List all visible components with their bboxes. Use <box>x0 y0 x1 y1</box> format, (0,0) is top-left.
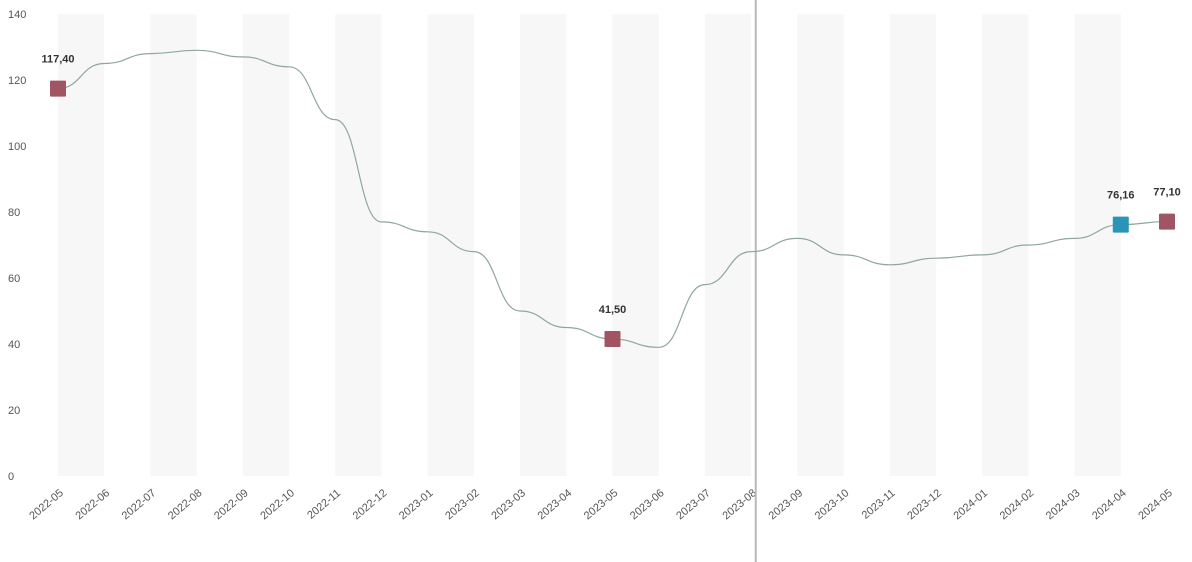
background-band <box>242 14 290 476</box>
x-tick-label: 2023-12 <box>905 487 944 522</box>
y-tick-label: 120 <box>8 75 26 87</box>
x-tick-label: 2024-04 <box>1090 487 1129 522</box>
y-tick-label: 0 <box>8 471 14 483</box>
x-tick-label: 2023-10 <box>813 487 852 522</box>
x-tick-label: 2022-11 <box>305 487 343 522</box>
background-band <box>427 14 474 476</box>
y-tick-label: 20 <box>8 405 20 417</box>
background-band <box>704 14 752 476</box>
background-band <box>335 14 382 476</box>
x-tick-label: 2023-09 <box>767 487 806 522</box>
x-tick-label: 2023-04 <box>536 487 575 522</box>
x-tick-label: 2023-03 <box>489 487 528 522</box>
x-tick-label: 2023-02 <box>443 487 482 522</box>
x-tick-label: 2022-08 <box>166 487 205 522</box>
x-tick-label: 2022-10 <box>258 487 297 522</box>
x-tick-label: 2023-01 <box>397 487 436 522</box>
data-point-marker <box>1112 216 1129 233</box>
x-tick-label: 2024-02 <box>998 487 1037 522</box>
series-line <box>57 49 1168 348</box>
data-point-marker <box>604 331 621 348</box>
y-tick-label: 80 <box>8 207 20 219</box>
data-label: 76,16 <box>1107 190 1135 202</box>
data-label: 77,10 <box>1153 187 1181 199</box>
x-tick-label: 2024-03 <box>1044 487 1083 522</box>
y-tick-label: 100 <box>8 141 26 153</box>
background-band <box>889 14 936 476</box>
background-band <box>150 14 197 476</box>
x-tick-label: 2023-11 <box>860 487 898 522</box>
y-tick-label: 40 <box>8 339 20 351</box>
data-label: 41,50 <box>599 304 627 316</box>
x-tick-label: 2024-01 <box>951 487 990 522</box>
x-tick-label: 2024-05 <box>1136 487 1175 522</box>
data-point-marker <box>50 80 66 97</box>
data-point-marker <box>1159 213 1175 230</box>
x-tick-label: 2023-05 <box>582 487 621 522</box>
x-tick-label: 2022-05 <box>27 487 66 522</box>
x-tick-label: 2022-06 <box>73 487 112 522</box>
background-band <box>797 14 844 476</box>
x-tick-label: 2022-07 <box>120 487 159 522</box>
x-tick-label: 2022-12 <box>351 487 390 522</box>
y-tick-label: 60 <box>8 273 20 285</box>
x-tick-label: 2023-08 <box>720 487 759 522</box>
data-label: 117,40 <box>41 54 74 66</box>
x-tick-label: 2023-07 <box>674 487 713 522</box>
background-band <box>520 14 567 476</box>
background-band <box>612 14 659 476</box>
x-tick-label: 2022-09 <box>212 487 251 522</box>
y-tick-label: 140 <box>8 9 26 21</box>
x-tick-label: 2023-06 <box>628 487 667 522</box>
background-band <box>1074 14 1121 476</box>
